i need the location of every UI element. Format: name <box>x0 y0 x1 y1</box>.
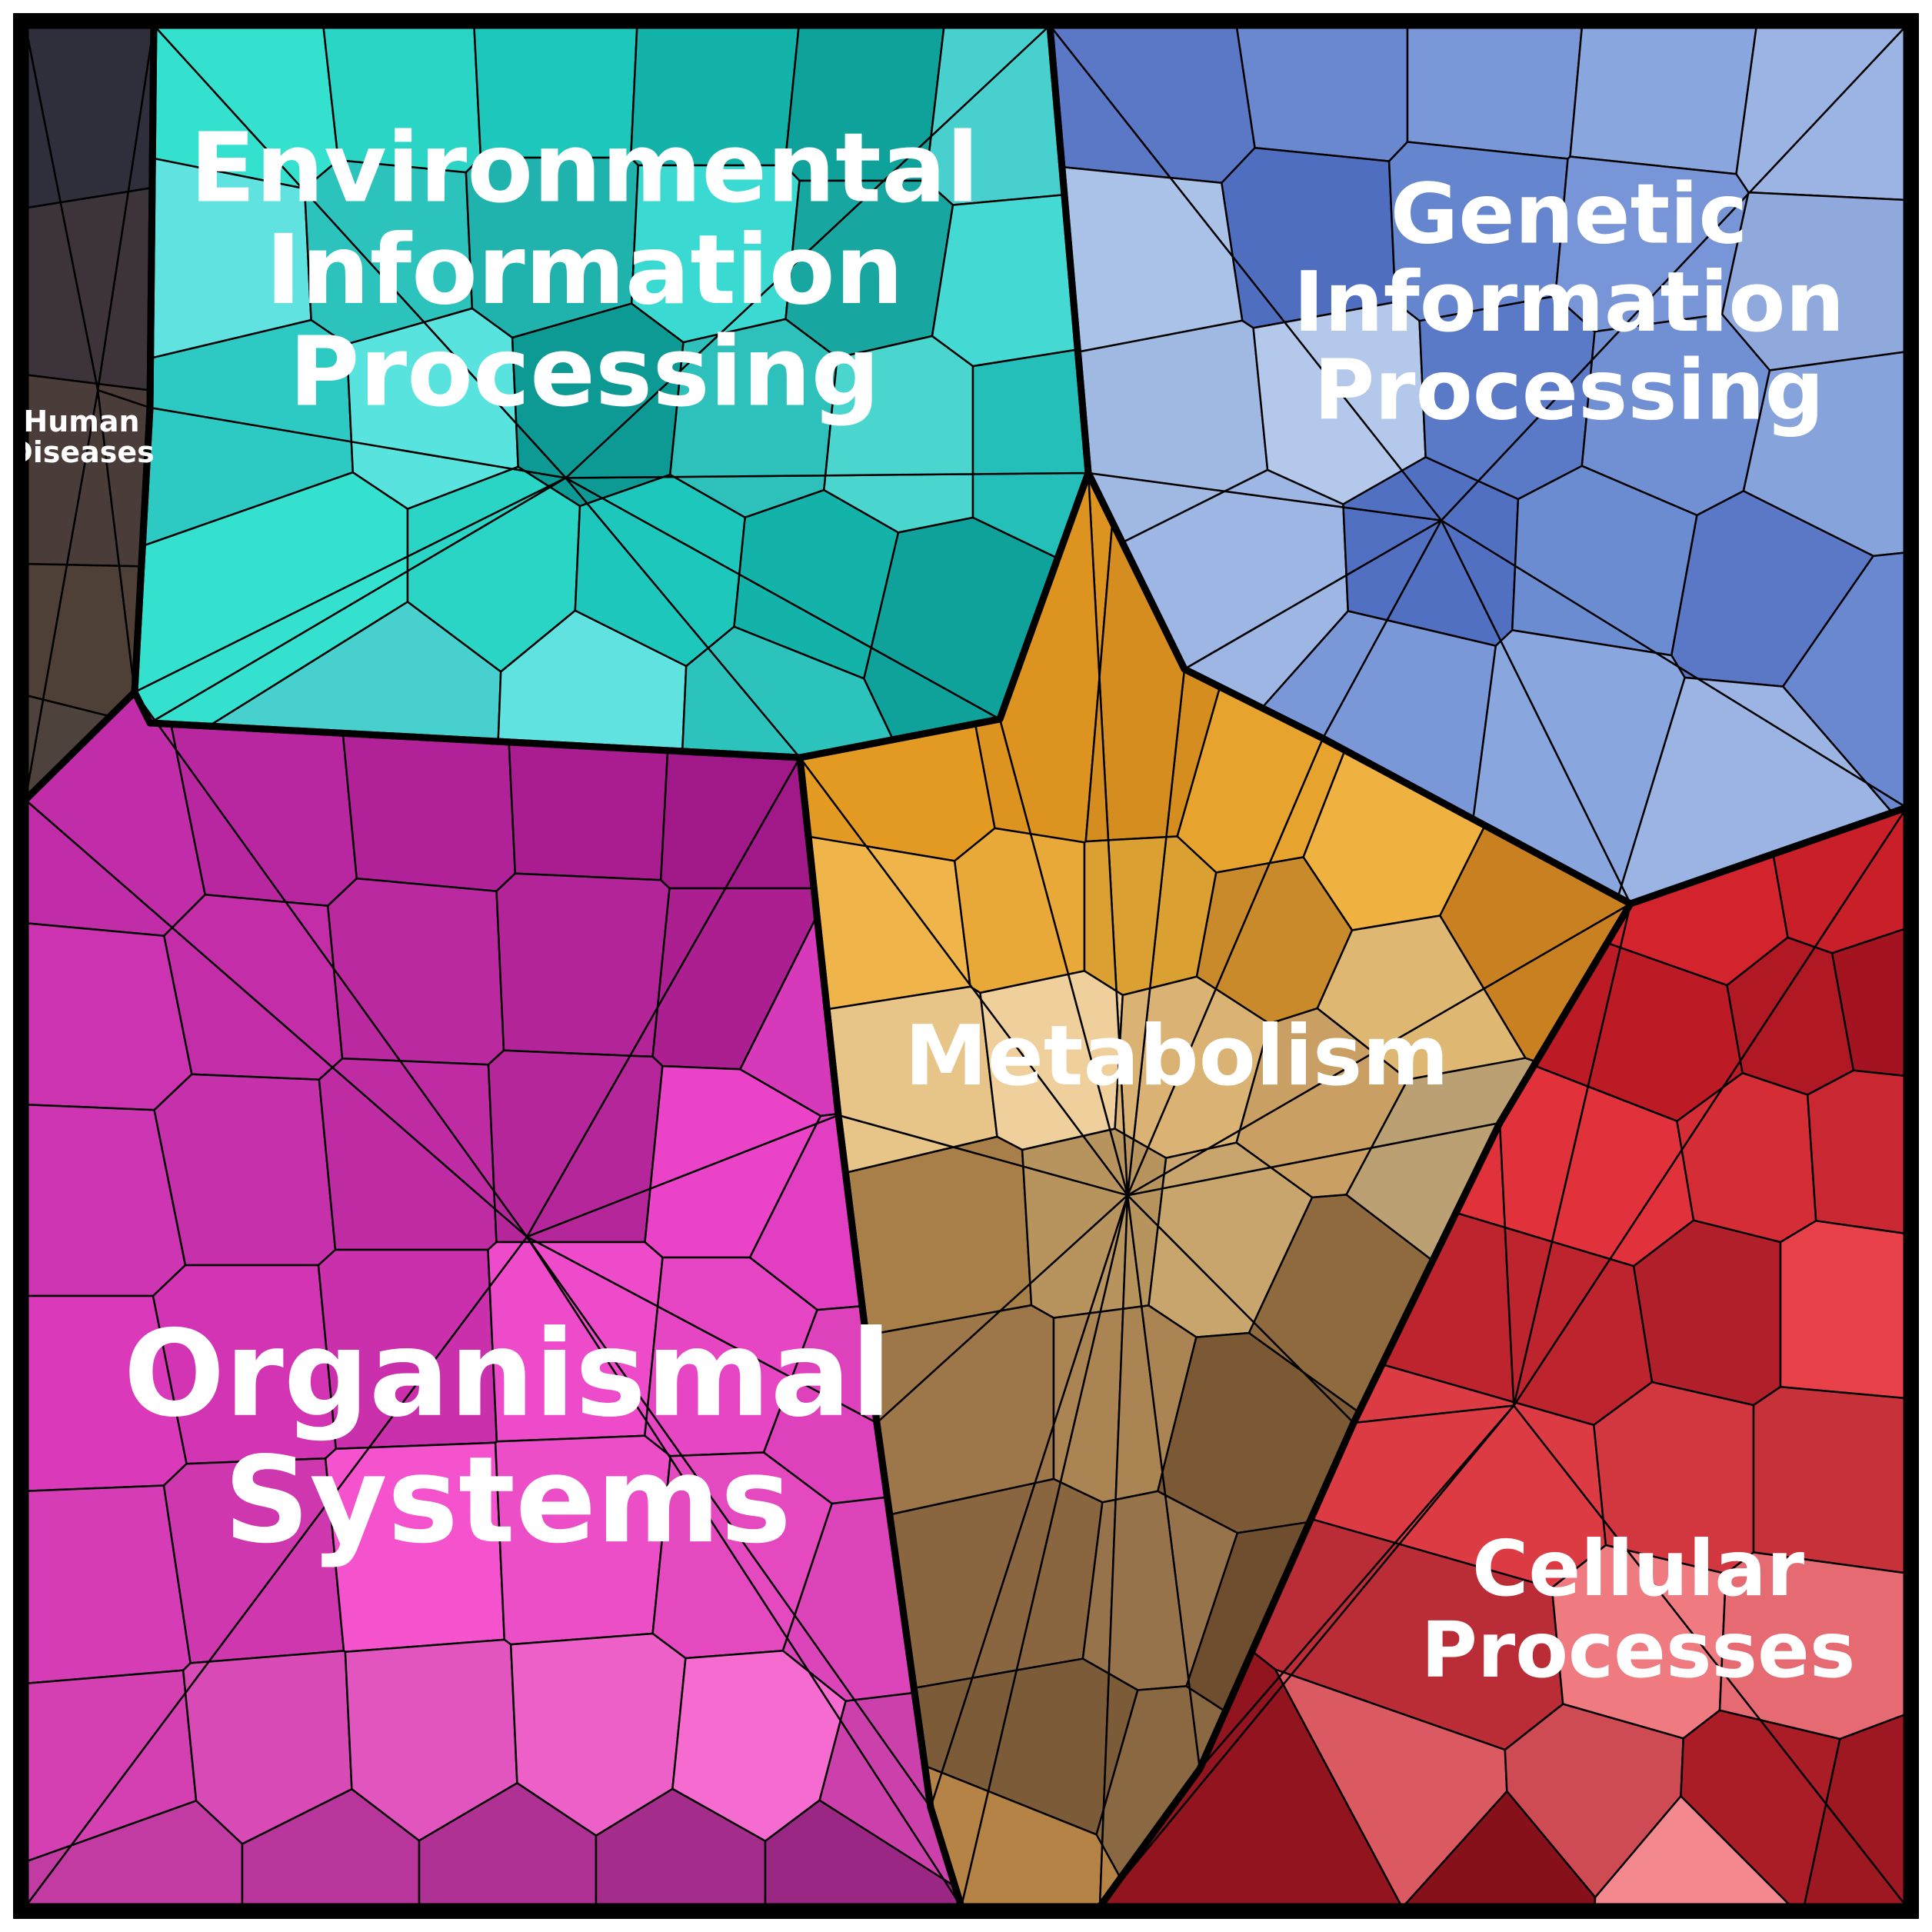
voronoi-cell <box>1780 1221 1907 1398</box>
voronoi-cell <box>343 733 515 891</box>
label-environmental-information-processing: EnvironmentalInformationProcessing <box>190 113 979 428</box>
voronoi-cell <box>1407 25 1582 158</box>
voronoi-cell <box>497 874 670 1056</box>
voronoi-cell <box>1237 25 1407 162</box>
label-cellular-processes: CellularProcesses <box>1421 1524 1856 1695</box>
voronoi-cell <box>1571 25 1757 174</box>
voronoi-cell <box>1807 1071 1907 1234</box>
voronoi-cell <box>973 350 1088 475</box>
voronoi-cell <box>1748 192 1750 194</box>
label-human-diseases: HumanDiseases <box>8 404 155 468</box>
voronoi-cell <box>155 1074 335 1265</box>
voronoi-treemap: HumanDiseases EnvironmentalInformationPro… <box>0 0 1932 1932</box>
voronoi-cell <box>25 1486 191 1684</box>
label-organismal-systems: OrganismalSystems <box>124 1304 892 1570</box>
voronoi-cell <box>509 742 668 880</box>
voronoi-cell <box>1078 321 1268 491</box>
label-metabolism: Metabolism <box>904 1008 1449 1104</box>
